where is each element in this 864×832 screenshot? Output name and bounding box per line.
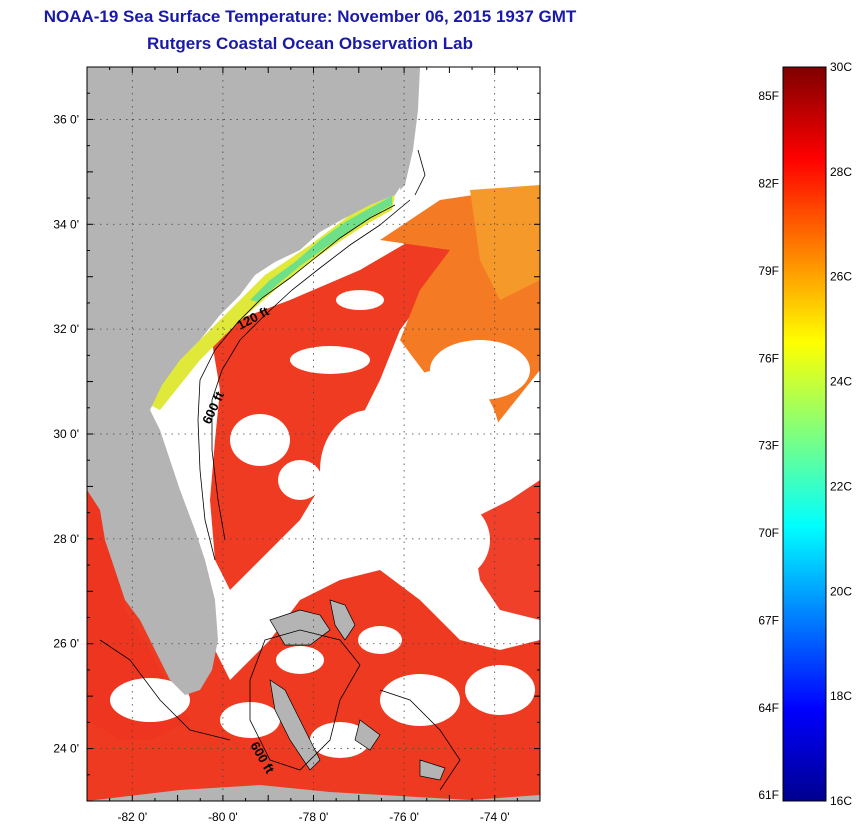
lat-label: 36 0' — [53, 112, 79, 126]
lon-label: -80 0' — [208, 810, 238, 824]
lat-label: 34 0' — [53, 217, 79, 231]
lat-label: 30 0' — [53, 427, 79, 441]
lon-label: -74 0' — [480, 810, 510, 824]
cape-outer-banks — [400, 67, 420, 190]
lat-label: 24 0' — [53, 742, 79, 756]
colorbar-celsius-label: 16C — [830, 794, 852, 808]
lat-label: 26 0' — [53, 637, 79, 651]
colorbar-celsius-label: 24C — [830, 375, 852, 389]
map-title: NOAA-19 Sea Surface Temperature: Novembe… — [43, 7, 577, 26]
latitude-labels: 36 0' 34 0' 32 0' 30 0' 28 0' 26 0' 24 0' — [53, 112, 79, 755]
colorbar-fahrenheit-label: 73F — [758, 439, 779, 453]
map-subtitle: Rutgers Coastal Ocean Observation Lab — [147, 34, 473, 53]
colorbar-celsius-label: 26C — [830, 270, 852, 284]
colorbar-celsius-label: 28C — [830, 165, 852, 179]
colorbar-fahrenheit-label: 79F — [758, 264, 779, 278]
colorbar-fahrenheit-label: 67F — [758, 613, 779, 627]
cuba-coast — [87, 785, 540, 801]
lon-label: -82 0' — [117, 810, 147, 824]
map-plot — [87, 67, 540, 801]
colorbar — [782, 66, 827, 802]
cool-coastal-water — [140, 195, 395, 410]
colorbar-labels: 30C 28C 26C 24C 22C 20C 18C 16C 85F 82F 79F 76F 73F 7… — [758, 60, 852, 808]
warm-water-east — [470, 480, 540, 620]
lat-label: 32 0' — [53, 322, 79, 336]
colorbar-fahrenheit-label: 64F — [758, 701, 779, 715]
warm-water-south — [87, 550, 540, 801]
colorbar-fahrenheit-label: 85F — [758, 89, 779, 103]
lon-label: -78 0' — [299, 810, 329, 824]
lat-label: 28 0' — [53, 532, 79, 546]
cloud-blobs — [110, 290, 535, 758]
cold-coastal-water — [250, 196, 392, 302]
orange-water-patch — [470, 185, 540, 300]
colorbar-fahrenheit-label: 82F — [758, 177, 779, 191]
graticule-grid — [87, 67, 540, 801]
colorbar-celsius-label: 22C — [830, 479, 852, 493]
bahamas-islands — [269, 599, 446, 781]
colorbar-fahrenheit-label: 76F — [758, 351, 779, 365]
lon-label: -76 0' — [389, 810, 419, 824]
warm-water-region — [210, 220, 470, 590]
colorbar-celsius-label: 30C — [830, 60, 852, 74]
colorbar-fahrenheit-label: 70F — [758, 526, 779, 540]
colorbar-celsius-label: 20C — [830, 584, 852, 598]
colorbar-fahrenheit-label: 61F — [758, 788, 779, 802]
longitude-labels: -82 0' -80 0' -78 0' -76 0' -74 0' — [117, 810, 509, 824]
colorbar-celsius-label: 18C — [830, 689, 852, 703]
land-mass — [87, 67, 410, 695]
bathymetry-contours — [99, 149, 461, 791]
